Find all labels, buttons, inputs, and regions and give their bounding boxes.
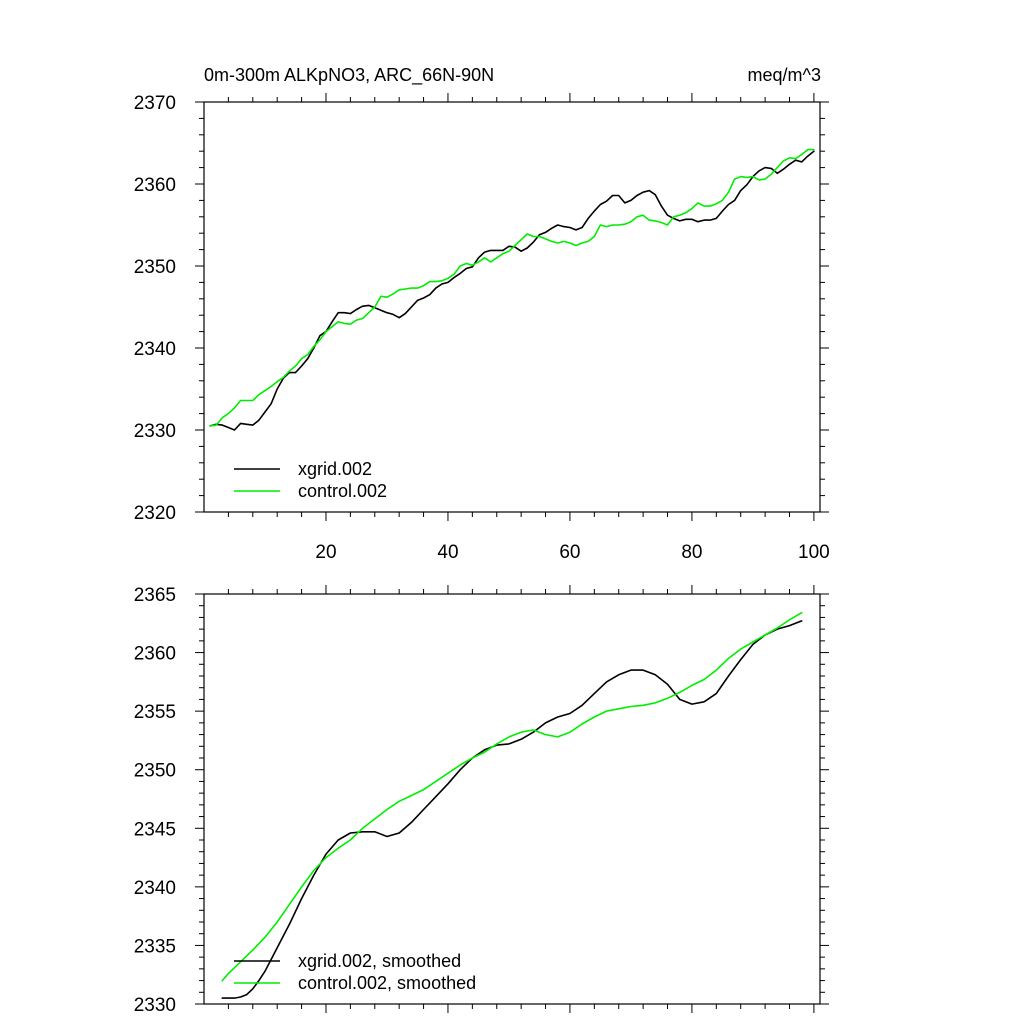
top-chart-x-tick-label: 20	[315, 542, 336, 563]
top-chart-title: 0m-300m ALKpNO3, ARC_66N-90N	[204, 65, 494, 86]
bottom-chart-y-tick-label: 2355	[134, 702, 176, 723]
bottom-chart-panel: 2330 2335 2340 2345 2350 2355 2360 2365 xgrid.0…	[134, 585, 829, 1016]
bottom-chart-y-tick-label: 2345	[134, 819, 176, 840]
legend-label-xgrid: xgrid.002	[298, 459, 372, 479]
top-chart-y-tick-label: 2350	[134, 257, 176, 278]
top-chart-y-tick-label: 2320	[134, 503, 176, 524]
top-chart-y-tick-label: 2360	[134, 175, 176, 196]
bottom-chart-frame	[203, 593, 821, 1005]
legend-label-control: control.002	[298, 481, 387, 501]
top-chart-frame	[203, 101, 821, 513]
bottom-chart-y-tick-label: 2340	[134, 878, 176, 899]
top-chart-x-tick-label: 80	[681, 542, 702, 563]
bottom-chart-y-tick-label: 2335	[134, 936, 176, 957]
bottom-chart-y-tick-label: 2350	[134, 761, 176, 782]
top-chart-legend: xgrid.002 control.002	[234, 459, 387, 501]
bottom-chart-series-line-control	[221, 611, 803, 982]
top-chart-ticks: 20 40 60 80 100 2320 2330 2340 2350 2360 2370	[134, 93, 830, 563]
bottom-chart-ticks: 2330 2335 2340 2345 2350 2355 2360 2365	[134, 585, 829, 1016]
legend-label-control-smoothed: control.002, smoothed	[298, 973, 476, 993]
legend-label-xgrid-smoothed: xgrid.002, smoothed	[298, 951, 461, 971]
top-chart-y-tick-label: 2340	[134, 339, 176, 360]
top-chart-y-tick-label: 2330	[134, 421, 176, 442]
top-chart-x-tick-label: 60	[559, 542, 580, 563]
bottom-chart-legend: xgrid.002, smoothed control.002, smoothe…	[234, 951, 476, 993]
top-chart-series-line-xgrid	[209, 150, 815, 431]
top-chart-y-tick-label: 2370	[134, 93, 176, 114]
bottom-chart-lines	[221, 611, 803, 999]
top-chart-x-tick-label: 100	[798, 542, 830, 563]
top-chart-panel: 0m-300m ALKpNO3, ARC_66N-90N meq/m^3 20 4…	[134, 65, 830, 563]
bottom-chart-y-tick-label: 2360	[134, 644, 176, 665]
bottom-chart-y-tick-label: 2365	[134, 585, 176, 606]
top-chart-units: meq/m^3	[748, 65, 821, 85]
bottom-chart-series-line-xgrid	[221, 620, 803, 999]
top-chart-x-tick-label: 40	[437, 542, 458, 563]
top-chart-series-line-control	[209, 148, 815, 427]
top-chart-lines	[209, 148, 815, 431]
bottom-chart-y-tick-label: 2330	[134, 995, 176, 1016]
